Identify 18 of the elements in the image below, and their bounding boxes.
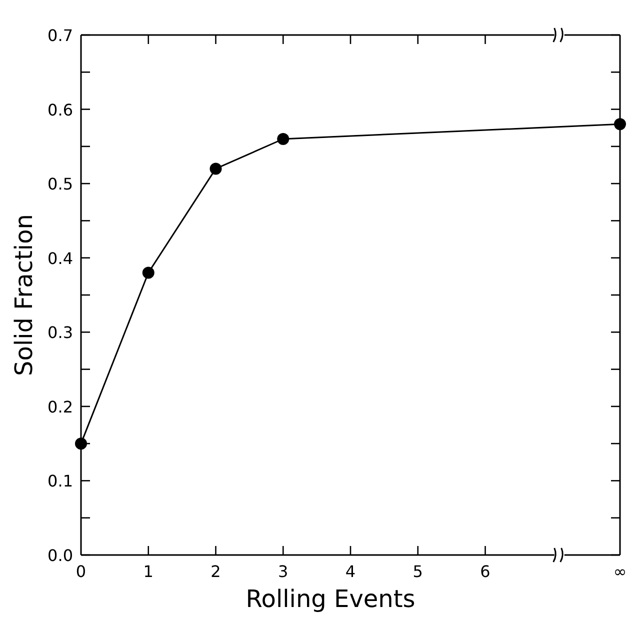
x-tick-label: ∞: [613, 562, 627, 581]
x-tick-label: 1: [143, 562, 154, 581]
y-tick-label: 0.5: [48, 174, 73, 194]
x-tick-label: 4: [345, 562, 356, 581]
y-tick-label: 0.4: [48, 248, 73, 268]
y-tick-label: 0.1: [48, 472, 73, 491]
x-axis-title: Rolling Events: [246, 585, 416, 613]
y-axis-title: Solid Fraction: [10, 214, 38, 376]
y-tick-label: 0.3: [48, 323, 73, 342]
x-tick-label: 0: [76, 562, 86, 581]
y-tick-label: 0.6: [48, 100, 73, 120]
x-tick-label: 2: [210, 562, 221, 581]
y-tick-label: 0.2: [48, 397, 73, 416]
x-tick-label: 6: [480, 562, 490, 581]
y-tick-label: 0.0: [48, 546, 73, 565]
y-tick-label: 0.7: [48, 26, 73, 45]
x-tick-label: 3: [278, 562, 288, 581]
x-tick-label: 5: [412, 562, 423, 581]
